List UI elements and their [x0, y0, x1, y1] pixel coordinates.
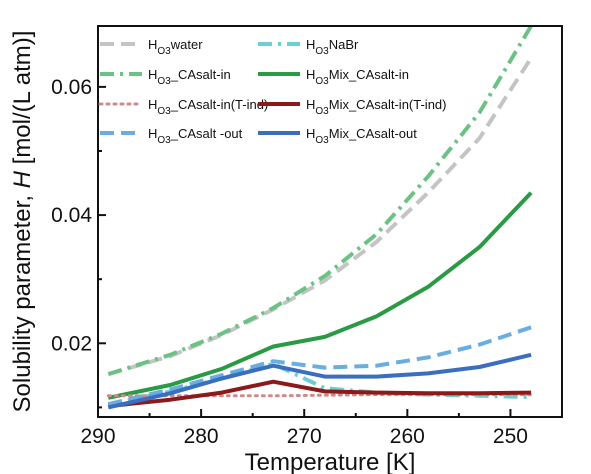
legend-item-ho3-casalt-in: HO3_CAsalt-in [100, 67, 231, 87]
x-tick-label: 260 [390, 425, 425, 448]
legend-item-ho3water: HO3water [100, 37, 203, 57]
y-tick-label: 0.04 [51, 204, 92, 227]
legend: HO3water HO3NaBr HO3_CAsalt-in HO3Mix_CAsal… [98, 37, 446, 146]
axis-ticks: 290 280 270 260 250 0.02 0.04 0.06 [51, 76, 528, 448]
legend-label: HO3_CAsalt -out [148, 126, 243, 146]
y-axis-title-part: Solubility parameter, [9, 188, 36, 412]
y-axis-title-part: [mol/(L atm)] [9, 31, 36, 171]
x-tick-label: 290 [80, 425, 115, 448]
legend-item-ho3-casalt-in-t-ind: HO3_CAsalt-in(T-ind) [98, 97, 268, 117]
series-line-ho3mix-casalt-in-t-ind [108, 379, 532, 409]
series-line-ho3-casalt-out [107, 325, 532, 407]
legend-label: HO3Mix_CAsalt-in [306, 67, 409, 87]
y-axis-title-part: H [9, 170, 36, 188]
y-tick-label: 0.06 [51, 76, 92, 99]
y-axis-title: Solubility parameter, H [mol/(L atm)] [9, 31, 36, 413]
x-tick-label: 280 [184, 425, 219, 448]
legend-label: HO3Mix_CAsalt-out [306, 126, 417, 146]
series-line-ho3water [107, 56, 533, 377]
legend-label: HO3_CAsalt-in [148, 67, 231, 87]
legend-item-ho3mix-casalt-out: HO3Mix_CAsalt-out [258, 126, 417, 146]
plot-frame [97, 25, 563, 418]
legend-item-ho3nabr: HO3NaBr [258, 37, 359, 57]
x-axis-title: Temperature [K] [245, 449, 416, 474]
y-tick-label: 0.02 [51, 332, 92, 355]
legend-label: HO3NaBr [306, 37, 359, 57]
series-line-ho3-casalt-in [107, 24, 533, 377]
x-tick-label: 250 [493, 425, 528, 448]
x-tick-label: 270 [287, 425, 322, 448]
series-lines [106, 24, 533, 410]
legend-label: HO3_CAsalt-in(T-ind) [148, 97, 268, 117]
legend-label: HO3water [148, 37, 203, 57]
legend-item-ho3mix-casalt-in-t-ind: HO3Mix_CAsalt-in(T-ind) [258, 97, 446, 117]
legend-item-ho3-casalt-out: HO3_CAsalt -out [100, 126, 243, 146]
series-line-ho3mix-casalt-in [107, 191, 533, 400]
series-line-ho3mix-casalt-out [107, 352, 532, 410]
legend-label: HO3Mix_CAsalt-in(T-ind) [306, 97, 446, 117]
legend-item-ho3mix-casalt-in: HO3Mix_CAsalt-in [258, 67, 409, 87]
